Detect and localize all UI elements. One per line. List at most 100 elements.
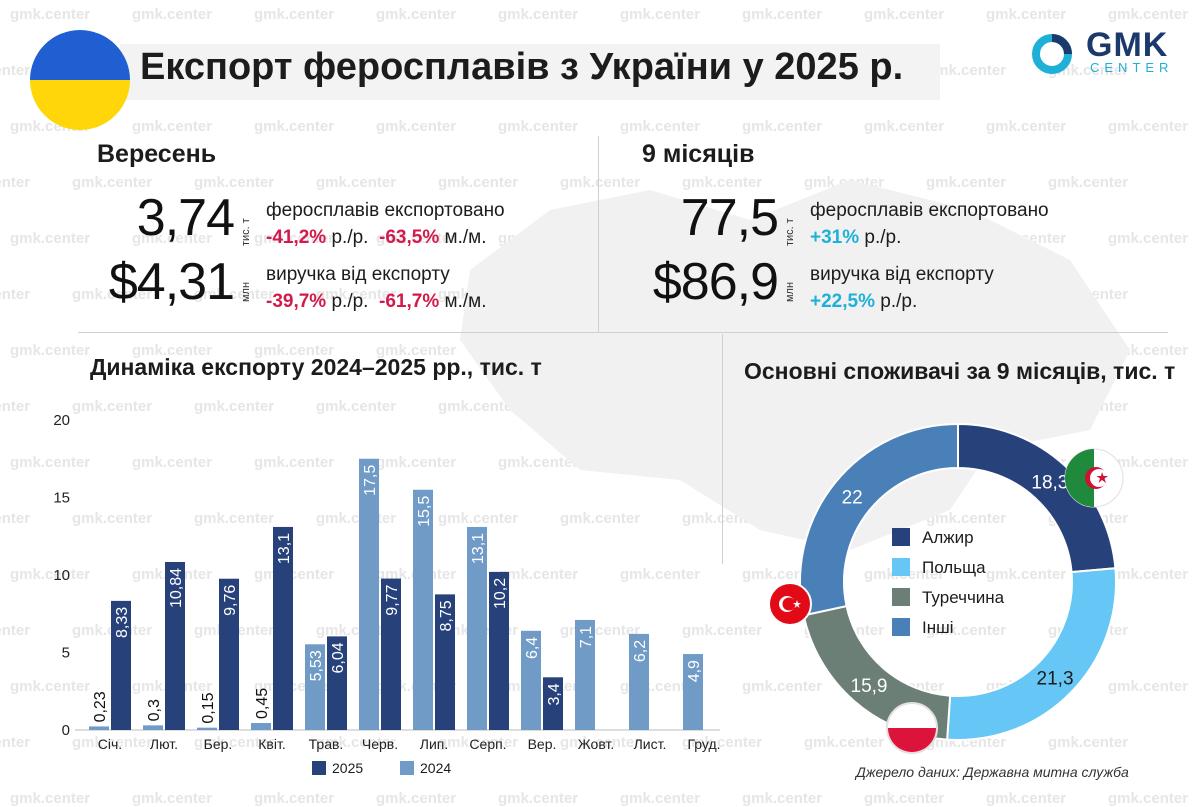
x-tick-label: Квіт.: [258, 736, 285, 752]
ukraine-flag-icon: [30, 30, 130, 130]
bar-label-2024: 13,1: [470, 533, 487, 564]
donut-legend-item-others: Інші: [892, 618, 1004, 648]
watermark-text: gmk.center: [254, 6, 335, 23]
bar-2024: [143, 725, 163, 730]
september-heading: Вересень: [97, 140, 217, 168]
bar-label-2025: 6,04: [330, 642, 347, 673]
bar-chart-title: Динаміка експорту 2024–2025 рр., тис. т: [90, 354, 542, 380]
bar-label-2025: 10,2: [492, 578, 509, 609]
watermark-text: gmk.center: [376, 790, 457, 807]
x-tick-label: Вер.: [528, 736, 557, 752]
bar-2024: [197, 727, 217, 730]
donut-chart-title: Основні споживачі за 9 місяців, тис. т: [744, 358, 1176, 384]
bar-2025: [543, 677, 563, 730]
watermark-text: gmk.center: [864, 790, 945, 807]
donut-legend-label-algeria: Алжир: [922, 528, 974, 547]
september-volume-yoy: -41,2%: [266, 227, 327, 248]
watermark-text: gmk.center: [10, 230, 91, 247]
watermark-text: gmk.center: [864, 118, 945, 135]
bar-2025: [381, 578, 401, 730]
september-revenue-value: $4,31: [108, 253, 235, 311]
september-volume-changes: -41,2% р./р. -63,5% м./м.: [266, 227, 486, 249]
bar-2024: [467, 526, 487, 730]
nine-months-volume-changes: +31% р./р.: [810, 227, 901, 249]
y-tick-label: 10: [53, 567, 70, 584]
bar-label-2025: 13,1: [276, 533, 293, 564]
watermark-text: gmk.center: [0, 622, 31, 639]
bar-2025: [219, 578, 239, 730]
watermark-text: gmk.center: [986, 790, 1067, 807]
donut-legend-swatch-algeria: [892, 528, 910, 546]
donut-legend-swatch-turkey: [892, 588, 910, 606]
logo-text: GMK: [1086, 26, 1169, 64]
watermark-text: gmk.center: [10, 790, 91, 807]
bar-label-2024: 0,3: [146, 699, 163, 721]
watermark-text: gmk.center: [0, 734, 31, 751]
september-revenue-unit: млн: [240, 281, 252, 302]
bar-label-2025: 9,77: [384, 584, 401, 615]
watermark-text: gmk.center: [1108, 790, 1189, 807]
watermark-text: gmk.center: [0, 62, 31, 79]
donut-legend-swatch-poland: [892, 558, 910, 576]
bar-2024: [305, 644, 325, 730]
donut-legend-label-others: Інші: [922, 618, 954, 637]
donut-slice-label: 18,3: [1031, 473, 1068, 494]
bar-label-2025: 9,76: [222, 585, 239, 616]
x-tick-label: Жовт.: [578, 736, 614, 752]
bar-2024: [683, 654, 703, 730]
nine-months-volume-label: феросплавів експортовано: [810, 200, 1049, 221]
watermark-text: gmk.center: [864, 6, 945, 23]
watermark-text: gmk.center: [1108, 6, 1189, 23]
bar-label-2025: 3,4: [546, 683, 563, 705]
watermark-text: gmk.center: [986, 6, 1067, 23]
donut-slice-label: 15,9: [851, 676, 888, 697]
nine-months-revenue-yoy-suffix: р./р.: [880, 291, 918, 312]
y-tick-label: 5: [62, 645, 70, 662]
september-revenue-yoy-suffix: р./р.: [331, 291, 369, 312]
watermark-text: gmk.center: [10, 342, 91, 359]
bar-label-2024: 4,9: [686, 660, 703, 682]
watermark-text: gmk.center: [1108, 118, 1189, 135]
legend-label-2025: 2025: [332, 760, 364, 776]
bar-label-2024: 5,53: [308, 650, 325, 681]
nine-months-revenue-label: виручка від експорту: [810, 264, 994, 285]
legend-swatch-2025: [312, 761, 326, 775]
nine-months-volume-value: 77,5: [680, 189, 779, 247]
nine-months-volume-yoy-suffix: р./р.: [864, 227, 902, 248]
x-tick-label: Черв.: [362, 736, 398, 752]
nine-months-revenue-yoy: +22,5%: [810, 291, 875, 312]
bar-2025: [327, 636, 347, 730]
y-tick-label: 20: [53, 412, 70, 429]
watermark-text: gmk.center: [0, 510, 31, 527]
title-band: [120, 44, 940, 100]
legend-label-2024: 2024: [420, 760, 452, 776]
watermark-text: gmk.center: [254, 790, 335, 807]
bar-2024: [251, 723, 271, 730]
x-tick-label: Трав.: [309, 736, 344, 752]
watermark-text: gmk.center: [498, 6, 579, 23]
nine-months-revenue-value: $86,9: [652, 253, 779, 311]
x-tick-label: Лист.: [634, 736, 667, 752]
watermark-text: gmk.center: [132, 6, 213, 23]
watermark-text: gmk.center: [0, 398, 31, 415]
watermark-text: gmk.center: [254, 118, 335, 135]
donut-slice: [799, 422, 959, 617]
bar-label-2024: 6,2: [632, 640, 649, 662]
september-revenue-label: виручка від експорту: [266, 264, 450, 285]
nine-months-volume-yoy: +31%: [810, 227, 860, 248]
donut-slice-label: 21,3: [1037, 668, 1074, 689]
september-revenue-changes: -39,7% р./р. -61,7% м./м.: [266, 291, 486, 313]
y-tick-label: 0: [62, 722, 70, 739]
watermark-text: gmk.center: [742, 6, 823, 23]
x-tick-label: Груд.: [687, 736, 720, 752]
nine-months-heading: 9 місяців: [642, 140, 755, 168]
divider-vertical-top: [598, 136, 599, 332]
september-volume-mom: -63,5%: [379, 227, 440, 248]
watermark-text: gmk.center: [132, 790, 213, 807]
gmk-logo-icon: [1032, 34, 1072, 74]
donut-legend-item-poland: Польща: [892, 558, 1004, 588]
september-revenue-yoy: -39,7%: [266, 291, 327, 312]
watermark-text: gmk.center: [10, 6, 91, 23]
poland-flag-icon: [886, 702, 938, 754]
september-volume-unit: тис. т: [240, 218, 252, 246]
